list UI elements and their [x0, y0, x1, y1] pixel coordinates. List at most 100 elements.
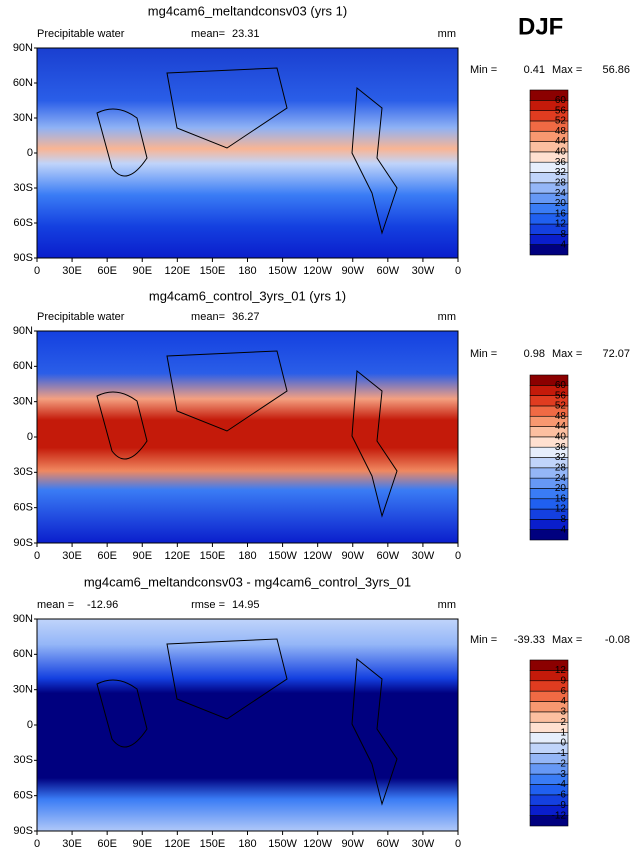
colorbar-label: 12	[555, 219, 567, 230]
colorbar-label: 48	[555, 411, 567, 422]
map-field	[36, 47, 459, 259]
lon-label: 60W	[377, 550, 400, 562]
colorbar-label: 4	[560, 524, 566, 535]
lat-label: 30S	[13, 754, 33, 766]
colorbar-label: 56	[555, 390, 567, 401]
colorbar-label: 12	[555, 504, 567, 515]
lon-label: 30W	[412, 550, 435, 562]
colorbar-label: 12	[555, 665, 567, 676]
colorbar-box	[529, 659, 569, 671]
colorbar-label: 4	[560, 696, 566, 707]
colorbar-label: 40	[555, 432, 567, 443]
units-label: mm	[438, 28, 456, 40]
lon-label: 60E	[97, 265, 117, 277]
colorbar-label: 56	[555, 105, 567, 116]
lon-label: 30E	[62, 550, 82, 562]
colorbar-label: 24	[555, 188, 567, 199]
units-label: mm	[438, 311, 456, 323]
lon-label: 90W	[341, 265, 364, 277]
lon-label: 90W	[341, 838, 364, 850]
colorbar-label: 44	[555, 136, 567, 147]
colorbar-label: 6	[560, 686, 566, 697]
colorbar-label: 28	[555, 462, 567, 473]
min-value: 0.98	[524, 348, 545, 360]
lon-label: 120E	[164, 550, 190, 562]
coastline	[96, 350, 398, 518]
colorbar-label: -12	[552, 810, 567, 821]
colorbar-label: 60	[555, 95, 567, 106]
colorbar-label: 52	[555, 401, 567, 412]
lon-label: 120E	[164, 838, 190, 850]
lon-label: 120W	[303, 838, 332, 850]
colorbar-label: 16	[555, 208, 567, 219]
colorbar-label: 4	[560, 239, 566, 250]
colorbar-label: 0	[560, 738, 566, 749]
lon-label: 60W	[377, 265, 400, 277]
lon-label: 150W	[268, 265, 297, 277]
colorbar-box	[529, 89, 569, 101]
colorbar-box	[529, 374, 569, 386]
lat-label: 90N	[13, 613, 33, 625]
max-label: Max =	[552, 634, 582, 646]
lat-label: 90S	[13, 537, 33, 549]
lon-label: 180	[238, 838, 256, 850]
lon-label: 60W	[377, 838, 400, 850]
colorbar-label: 2	[560, 717, 566, 728]
colorbar-label: 20	[555, 198, 567, 209]
colorbar-label: 3	[560, 707, 566, 718]
min-label: Min =	[470, 64, 497, 76]
colorbar-label: 8	[560, 514, 566, 525]
max-value: 72.07	[602, 348, 630, 360]
lon-label: 90E	[132, 265, 152, 277]
lat-label: 90S	[13, 252, 33, 264]
max-value: 56.86	[602, 64, 630, 76]
mean-value: -12.96	[87, 599, 118, 611]
lon-label: 0	[34, 838, 40, 850]
colorbar-label: 24	[555, 473, 567, 484]
stat-value: 23.31	[232, 28, 260, 40]
variable-label: mean =	[37, 599, 74, 611]
colorbar-label: 60	[555, 380, 567, 391]
lat-label: 60N	[13, 360, 33, 372]
stat-value: 36.27	[232, 311, 260, 323]
stat-label: rmse =	[191, 599, 225, 611]
min-value: -39.33	[514, 634, 545, 646]
lon-label: 120W	[303, 265, 332, 277]
colorbar-label: 9	[560, 675, 566, 686]
lon-label: 30W	[412, 838, 435, 850]
lon-label: 150E	[200, 838, 226, 850]
panel-title: mg4cam6_control_3yrs_01 (yrs 1)	[149, 288, 346, 303]
lon-label: 0	[34, 550, 40, 562]
lon-label: 150E	[200, 550, 226, 562]
colorbar-label: 32	[555, 452, 567, 463]
map-field	[36, 330, 459, 544]
lon-label: 150W	[268, 550, 297, 562]
lat-label: 30N	[13, 112, 33, 124]
lat-label: 30S	[13, 466, 33, 478]
min-value: 0.41	[524, 64, 545, 76]
variable-label: Precipitable water	[37, 311, 125, 323]
min-label: Min =	[470, 634, 497, 646]
lon-label: 0	[455, 838, 461, 850]
colorbar-label: 8	[560, 229, 566, 240]
variable-label: Precipitable water	[37, 28, 125, 40]
lat-label: 0	[27, 147, 33, 159]
colorbar-label: -6	[557, 790, 566, 801]
colorbar-label: -1	[557, 748, 566, 759]
lon-label: 180	[238, 265, 256, 277]
colorbar-label: 44	[555, 421, 567, 432]
lon-label: 120E	[164, 265, 190, 277]
lat-label: 60S	[13, 790, 33, 802]
lat-label: 30N	[13, 396, 33, 408]
coastline	[96, 67, 398, 235]
coastline	[96, 638, 398, 806]
units-label: mm	[438, 599, 456, 611]
lon-label: 60E	[97, 550, 117, 562]
colorbar-label: 40	[555, 147, 567, 158]
colorbar-label: -4	[557, 779, 566, 790]
colorbar-label: 1	[560, 727, 566, 738]
lon-label: 120W	[303, 550, 332, 562]
lat-label: 90S	[13, 825, 33, 837]
lon-label: 0	[455, 265, 461, 277]
